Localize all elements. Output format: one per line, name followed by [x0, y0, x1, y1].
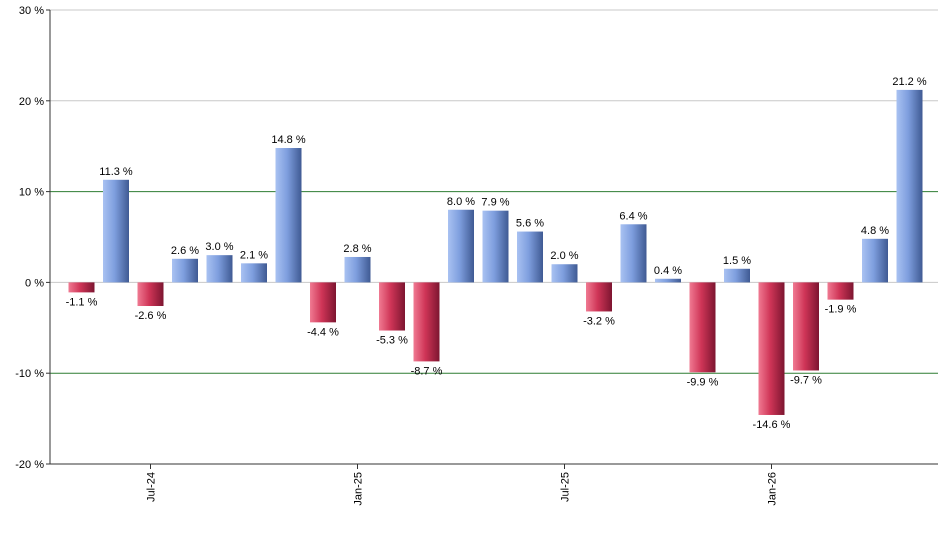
bar	[758, 282, 785, 415]
bar	[379, 282, 405, 331]
data-label: 6.4 %	[619, 210, 647, 222]
data-label: 7.9 %	[481, 197, 509, 209]
data-label: -1.1 %	[66, 296, 98, 308]
bar	[241, 263, 267, 283]
data-label: 1.5 %	[723, 255, 751, 267]
data-label: 14.8 %	[271, 134, 305, 146]
bar	[103, 179, 129, 283]
bar	[724, 268, 750, 283]
data-label: 8.0 %	[447, 196, 475, 208]
bar	[275, 148, 302, 283]
bar	[551, 264, 578, 283]
data-label: -8.7 %	[411, 365, 443, 377]
data-label: 21.2 %	[892, 76, 926, 88]
data-label: -9.9 %	[687, 376, 719, 388]
bar	[827, 282, 854, 300]
bar	[689, 282, 716, 373]
x-tick-label: Jan-25	[353, 472, 365, 506]
bar	[586, 282, 612, 312]
data-label: -3.2 %	[583, 315, 615, 327]
y-tick-label: 30 %	[19, 5, 44, 17]
bar	[517, 231, 543, 283]
data-label: 2.8 %	[343, 243, 371, 255]
x-tick-label: Jan-26	[767, 472, 779, 506]
data-label: 5.6 %	[516, 218, 544, 230]
y-tick-label: -20 %	[15, 459, 44, 471]
data-label: -4.4 %	[307, 326, 339, 338]
bars	[68, 89, 923, 415]
x-tick-label: Jul-24	[146, 472, 158, 502]
y-tick-label: 10 %	[19, 187, 44, 199]
bar	[448, 209, 474, 283]
data-label: 3.0 %	[205, 241, 233, 253]
bar	[310, 282, 336, 323]
data-label: -5.3 %	[376, 335, 408, 347]
data-label: -9.7 %	[790, 374, 822, 386]
bar	[344, 256, 371, 283]
bar	[896, 89, 923, 283]
data-label: -2.6 %	[135, 310, 167, 322]
data-label: 11.3 %	[99, 166, 133, 178]
axes: -20 % -10 % 0 % 10 % 20 % 30 % Jul-24 Jan-25 Jul…	[15, 5, 938, 506]
bar	[655, 278, 681, 283]
x-tick-label: Jul-25	[560, 472, 572, 502]
bar	[137, 282, 164, 307]
y-tick-label: 0 %	[25, 277, 44, 289]
bar	[793, 282, 819, 371]
data-label: 2.1 %	[240, 249, 268, 261]
data-label: -14.6 %	[753, 419, 791, 431]
data-label: -1.9 %	[825, 304, 857, 316]
data-labels: -1.1 % 11.3 % -2.6 % 2.6 % 3.0 % 2.1 % 14.8 % -…	[66, 76, 927, 431]
data-label: 4.8 %	[861, 225, 889, 237]
bar	[862, 238, 888, 283]
data-label: 0.4 %	[654, 265, 682, 277]
data-label: 2.0 %	[550, 250, 578, 262]
bar	[413, 282, 440, 362]
y-tick-label: -10 %	[15, 368, 44, 380]
y-tick-label: 20 %	[19, 96, 44, 108]
bar	[206, 255, 233, 283]
bar	[172, 258, 198, 283]
bar	[620, 224, 647, 283]
data-label: 2.6 %	[171, 245, 199, 257]
bar	[482, 210, 509, 283]
bar	[68, 282, 95, 293]
